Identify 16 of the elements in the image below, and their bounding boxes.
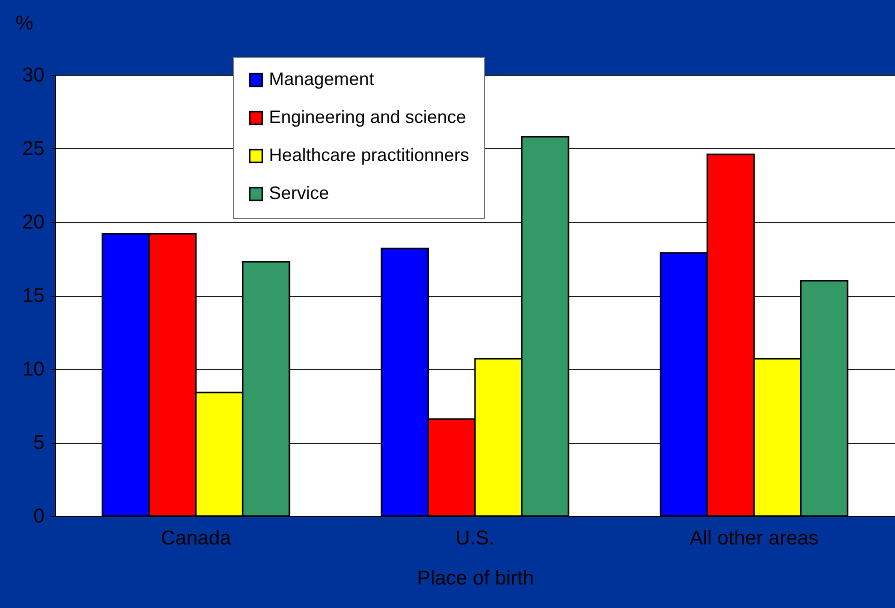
x-tick-label: Canada (160, 528, 232, 550)
x-axis-title: Place of birth (417, 568, 534, 590)
y-tick-label: 20 (22, 212, 44, 234)
y-tick-label: 10 (22, 358, 44, 380)
y-tick-label: 0 (33, 506, 44, 528)
x-tick-label: All other areas (690, 528, 819, 550)
y-axis-title: % (16, 12, 34, 34)
legend-label: Service (269, 183, 330, 203)
y-tick-label: 5 (33, 432, 44, 454)
x-tick-label: U.S. (456, 528, 494, 550)
y-tick-label: 15 (22, 285, 44, 307)
legend-label: Management (269, 69, 374, 89)
y-tick-label: 30 (22, 64, 44, 86)
legend-label: Engineering and science (269, 107, 466, 127)
y-tick-label: 25 (22, 138, 44, 160)
legend-label: Healthcare practitionners (269, 145, 470, 165)
